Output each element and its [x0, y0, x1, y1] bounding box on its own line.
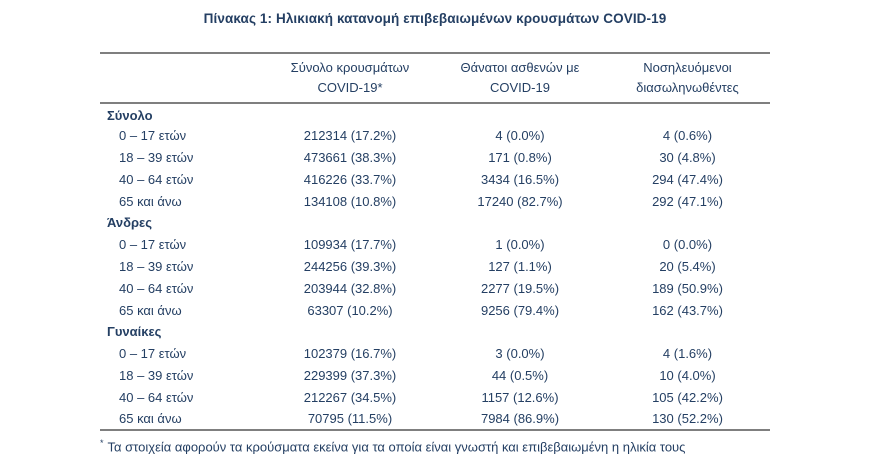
cell-intubated: 10 (4.0%) [659, 367, 716, 383]
col-header-empty [100, 53, 265, 104]
cell-cases: 70795 (11.5%) [307, 411, 393, 427]
footnote-text: Τα στοιχεία αφορούν τα κρούσματα εκείνα … [107, 439, 686, 455]
cell-intubated: 162 (43.7%) [652, 302, 723, 318]
header-row: Σύνολο κρουσμάτων COVID-19* Θάνατοι ασθε… [100, 53, 770, 104]
row-label: 0 – 17 ετών [119, 128, 187, 144]
cell-deaths: 9256 (79.4%) [480, 302, 560, 318]
row-label: 40 – 64 ετών [119, 389, 194, 405]
row-label: 18 – 39 ετών [119, 367, 194, 383]
cell-intubated: 292 (47.1%) [652, 193, 723, 209]
cell-deaths: 3434 (16.5%) [480, 171, 560, 187]
table-row: 18 – 39 ετών 473661 (38.3%) 171 (0.8%) 3… [100, 147, 770, 169]
cell-cases: 473661 (38.3%) [303, 149, 397, 165]
footnote: * Τα στοιχεία αφορούν τα κρούσματα εκείνα… [100, 438, 870, 456]
row-label: 18 – 39 ετών [119, 258, 194, 274]
table-row: 40 – 64 ετών 416226 (33.7%) 3434 (16.5%)… [100, 168, 770, 190]
row-label: 0 – 17 ετών [119, 346, 187, 362]
cell-intubated: 4 (0.6%) [662, 128, 713, 144]
cell-deaths: 7984 (86.9%) [480, 411, 560, 427]
cell-intubated: 130 (52.2%) [652, 411, 723, 427]
col-header-total-cases: Σύνολο κρουσμάτων COVID-19* [265, 53, 435, 104]
cell-deaths: 3 (0.0%) [495, 346, 545, 362]
col-header-deaths: Θάνατοι ασθενών με COVID-19 [435, 53, 605, 104]
row-label: 40 – 64 ετών [119, 280, 194, 296]
table-row: 40 – 64 ετών 212267 (34.5%) 1157 (12.6%)… [100, 386, 770, 408]
cell-deaths: 171 (0.8%) [488, 149, 552, 165]
row-label: 18 – 39 ετών [119, 149, 194, 165]
cell-intubated: 4 (1.6%) [662, 346, 713, 362]
row-label: 65 και άνω [119, 411, 182, 427]
table-title: Πίνακας 1: Ηλικιακή κατανομή επιβεβαιωμέ… [203, 11, 667, 26]
cell-intubated: 0 (0.0%) [662, 237, 713, 253]
section-row-women: Γυναίκες [100, 321, 770, 343]
table-row: 65 και άνω 63307 (10.2%) 9256 (79.4%) 16… [100, 299, 770, 321]
cell-intubated: 30 (4.8%) [659, 149, 716, 165]
covid-age-distribution-table: Σύνολο κρουσμάτων COVID-19* Θάνατοι ασθε… [100, 52, 770, 431]
cell-cases: 229399 (37.3%) [303, 367, 397, 383]
cell-intubated: 189 (50.9%) [652, 280, 723, 296]
table-row: 18 – 39 ετών 244256 (39.3%) 127 (1.1%) 2… [100, 256, 770, 278]
cell-cases: 63307 (10.2%) [307, 302, 393, 318]
cell-deaths: 17240 (82.7%) [477, 193, 563, 209]
footnote-asterisk: * [100, 438, 104, 448]
table-row: 40 – 64 ετών 203944 (32.8%) 2277 (19.5%)… [100, 277, 770, 299]
col-header-intubated: Νοσηλευόμενοι διασωληνωθέντες [605, 53, 770, 104]
table-row: 0 – 17 ετών 109934 (17.7%) 1 (0.0%) 0 (0… [100, 234, 770, 256]
cell-deaths: 1157 (12.6%) [481, 389, 559, 405]
table-row: 65 και άνω 70795 (11.5%) 7984 (86.9%) 13… [100, 408, 770, 430]
cell-cases: 244256 (39.3%) [303, 258, 397, 274]
section-row-total: Σύνολο [100, 103, 770, 125]
cell-cases: 102379 (16.7%) [303, 346, 397, 362]
cell-cases: 109934 (17.7%) [303, 237, 397, 253]
table-container: Σύνολο κρουσμάτων COVID-19* Θάνατοι ασθε… [100, 52, 770, 431]
cell-cases: 416226 (33.7%) [303, 171, 397, 187]
table-row: 65 και άνω 134108 (10.8%) 17240 (82.7%) … [100, 190, 770, 212]
section-label: Σύνολο [107, 108, 153, 124]
cell-deaths: 1 (0.0%) [495, 237, 545, 253]
row-label: 65 και άνω [119, 302, 182, 318]
cell-deaths: 44 (0.5%) [491, 367, 549, 383]
table-row: 18 – 39 ετών 229399 (37.3%) 44 (0.5%) 10… [100, 365, 770, 387]
cell-deaths: 127 (1.1%) [488, 258, 552, 274]
cell-cases: 212267 (34.5%) [303, 389, 397, 405]
cell-deaths: 4 (0.0%) [495, 128, 545, 144]
cell-intubated: 294 (47.4%) [652, 171, 723, 187]
table-row: 0 – 17 ετών 102379 (16.7%) 3 (0.0%) 4 (1… [100, 343, 770, 365]
row-label: 0 – 17 ετών [119, 237, 187, 253]
section-label: Άνδρες [107, 215, 152, 231]
cell-cases: 212314 (17.2%) [303, 128, 397, 144]
section-row-men: Άνδρες [100, 212, 770, 234]
cell-intubated: 105 (42.2%) [652, 389, 723, 405]
row-label: 40 – 64 ετών [119, 171, 194, 187]
row-label: 65 και άνω [119, 193, 182, 209]
cell-cases: 203944 (32.8%) [303, 280, 397, 296]
cell-deaths: 2277 (19.5%) [480, 280, 560, 296]
cell-intubated: 20 (5.4%) [659, 258, 716, 274]
section-label: Γυναίκες [107, 324, 162, 340]
cell-cases: 134108 (10.8%) [303, 193, 397, 209]
table-row: 0 – 17 ετών 212314 (17.2%) 4 (0.0%) 4 (0… [100, 125, 770, 147]
